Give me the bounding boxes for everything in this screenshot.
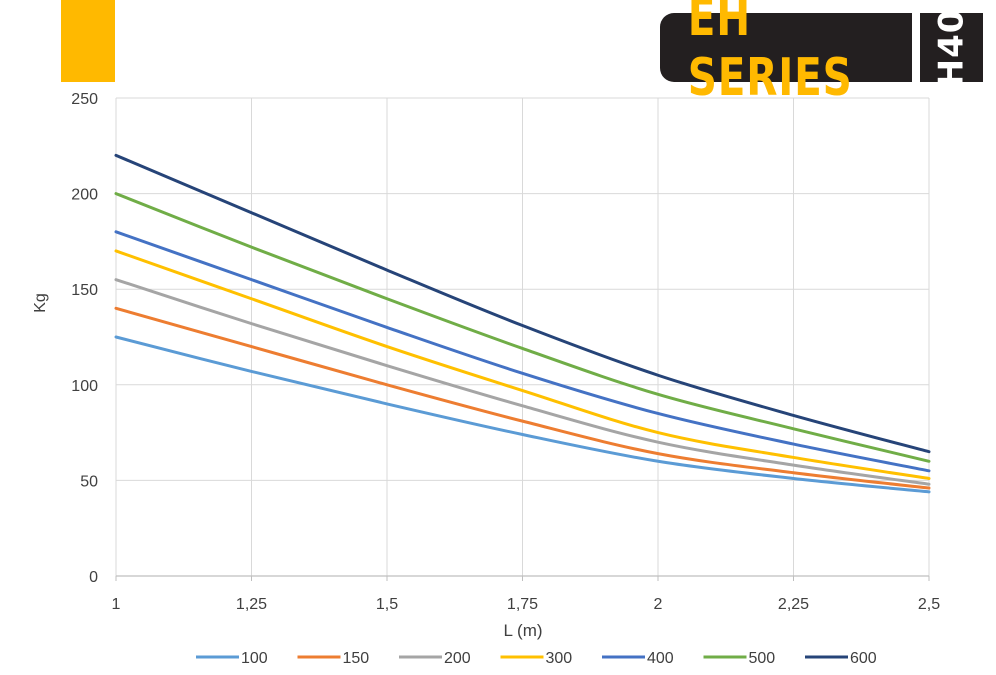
chart-series [114,153,931,494]
x-axis-label: L (m) [503,621,542,640]
y-tick-label: 50 [80,473,98,490]
series-line-300 [114,249,931,480]
x-tick-label: 2,5 [918,596,940,613]
x-tick-label: 1,75 [507,596,538,613]
legend-label-150: 150 [343,650,370,667]
y-tick-label: 250 [71,91,98,108]
series-line-600 [114,153,931,454]
series-line-150 [114,306,931,490]
legend-label-600: 600 [850,650,877,667]
y-tick-label: 0 [89,569,98,586]
y-tick-label: 200 [71,187,98,204]
chart-grid [115,97,930,576]
series-line-500 [114,192,931,463]
chart-legend: 100 150 200 300 400 500 600 [196,650,877,667]
series-line-200 [114,278,931,486]
chart-axes: 0 50 100 150 200 250 1 1,25 1,5 1,75 2 2,25 2,5 [71,91,940,613]
legend-label-500: 500 [749,650,776,667]
legend-label-400: 400 [647,650,674,667]
x-tick-label: 2 [654,596,663,613]
x-tick-label: 1,5 [376,596,398,613]
x-tick-label: 2,25 [778,596,809,613]
series-line-400 [114,230,931,473]
legend-label-200: 200 [444,650,471,667]
y-tick-label: 100 [71,378,98,395]
y-axis-label: Kg [32,293,49,313]
series-line-100 [114,335,931,494]
x-tick-label: 1,25 [236,596,267,613]
legend-label-100: 100 [241,650,268,667]
y-tick-label: 150 [71,282,98,299]
legend-label-300: 300 [546,650,573,667]
model-badge: H40 [920,13,983,82]
x-tick-label: 1 [112,596,121,613]
brand-accent-bar [61,0,115,82]
